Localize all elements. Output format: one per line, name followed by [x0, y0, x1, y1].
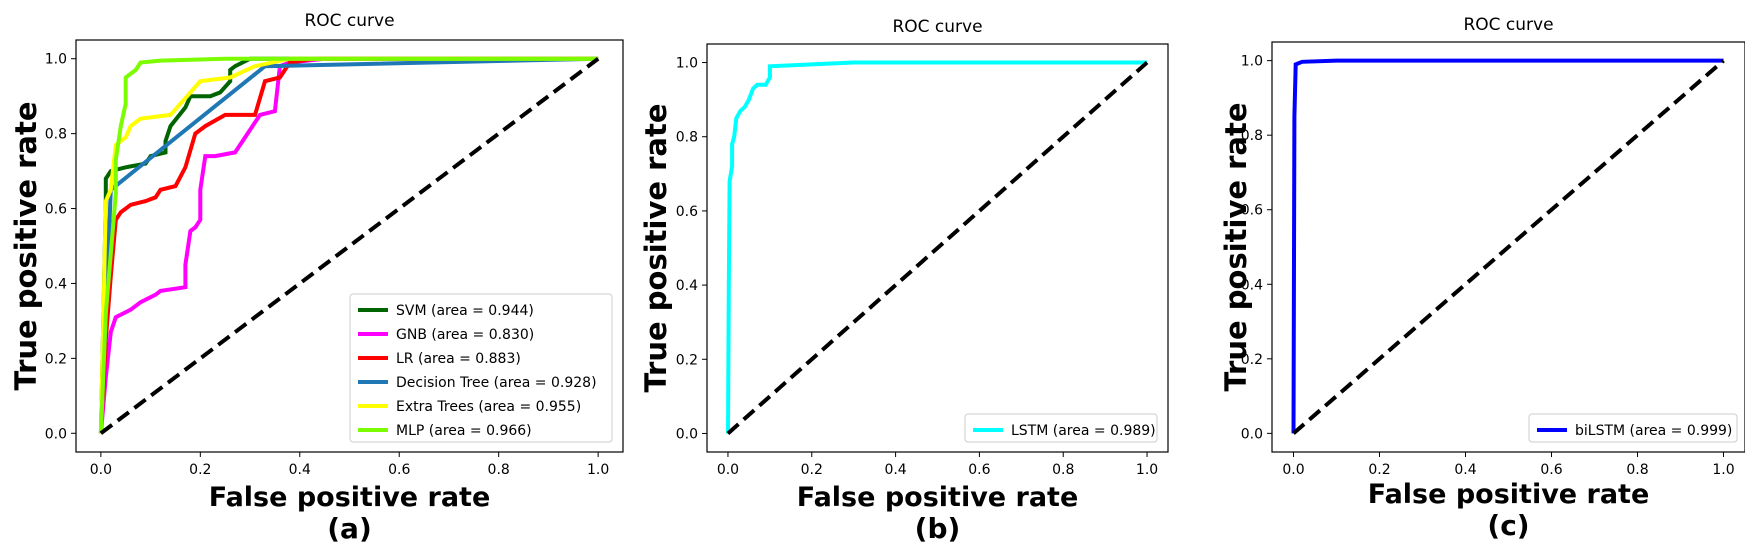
y-tick-label: 1.0: [1241, 54, 1263, 70]
x-tick-label: 1.0: [1136, 462, 1158, 478]
plot-lines: [1291, 58, 1725, 435]
legend-entry: Decision Tree (area = 0.928): [358, 375, 597, 391]
chart-title: ROC curve: [1463, 15, 1553, 35]
legend-box: [1528, 413, 1738, 443]
legend-entry: SVM (area = 0.944): [358, 303, 534, 319]
x-tick-label: 0.2: [801, 462, 823, 478]
legend-label: GNB (area = 0.830): [396, 327, 534, 343]
x-tick-label: 0.4: [289, 462, 311, 478]
legend-entry: biLSTM (area = 0.999): [1537, 423, 1732, 439]
y-axis-label: True positive rate: [1219, 102, 1253, 391]
x-tick-label: 0.6: [1540, 462, 1562, 478]
series-line-1: [98, 56, 599, 434]
panel-label: (a): [327, 512, 372, 543]
legend-box: [964, 413, 1158, 443]
roc-chart-1: ROC curve 0.0 0.2 0.4 0.6 0.8 1.0 0.0 0.2 0.4 0.6 0…: [9, 11, 624, 543]
legend: SVM (area = 0.944) GNB (area = 0.830) LR (…: [349, 293, 613, 443]
series-line-1: [1291, 58, 1724, 434]
panel-label: (b): [915, 512, 961, 543]
y-tick-label: 0.2: [45, 351, 67, 367]
x-tick-label: 0.0: [717, 462, 739, 478]
x-axis-label: False positive rate: [209, 482, 491, 513]
x-tick-label: 0.8: [488, 462, 510, 478]
legend-box: [349, 293, 613, 443]
x-axis-label: False positive rate: [797, 482, 1079, 513]
x-tick-label: 0.6: [968, 462, 990, 478]
legend-label: Decision Tree (area = 0.928): [396, 375, 597, 391]
plot-lines: [98, 56, 600, 435]
series-line-3: [98, 56, 599, 434]
y-tick-label: 1.0: [45, 52, 67, 68]
y-tick-label: 0.4: [676, 278, 698, 294]
x-tick-label: 0.8: [1626, 462, 1648, 478]
legend-label: Extra Trees (area = 0.955): [396, 399, 581, 415]
legend-label: biLSTM (area = 0.999): [1575, 423, 1732, 439]
x-tick-label: 1.0: [1712, 462, 1734, 478]
x-tick-label: 0.2: [189, 462, 211, 478]
legend-entry: GNB (area = 0.830): [358, 327, 534, 343]
legend-entry: LSTM (area = 0.989): [973, 423, 1156, 439]
series-line-2: [98, 56, 599, 434]
plot-lines: [726, 60, 1149, 435]
chance-diagonal-line: [726, 61, 1149, 435]
y-axis-label: True positive rate: [639, 103, 673, 392]
legend: biLSTM (area = 0.999): [1528, 413, 1738, 443]
legend-entry: Extra Trees (area = 0.955): [358, 399, 581, 415]
y-tick-label: 0.4: [1241, 277, 1263, 293]
y-tick-label: 0.0: [676, 426, 698, 442]
y-tick-label: 0.8: [45, 127, 67, 143]
y-tick-label: 0.0: [1241, 426, 1263, 442]
legend-label: LSTM (area = 0.989): [1011, 423, 1156, 439]
x-tick-label: 0.4: [884, 462, 906, 478]
chart-title: ROC curve: [892, 17, 982, 37]
x-tick-label: 0.0: [90, 462, 112, 478]
y-tick-label: 0.0: [45, 426, 67, 442]
legend: LSTM (area = 0.989): [964, 413, 1158, 443]
y-tick-label: 0.2: [1241, 352, 1263, 368]
x-tick-label: 0.2: [1368, 462, 1390, 478]
chance-diagonal-line: [1292, 59, 1725, 435]
legend-entry: LR (area = 0.883): [358, 351, 521, 367]
chart-title: ROC curve: [304, 11, 394, 31]
panel-label: (c): [1487, 509, 1529, 542]
y-tick-label: 0.8: [1241, 128, 1263, 144]
legend-entry: MLP (area = 0.966): [358, 423, 532, 439]
x-tick-label: 0.4: [1454, 462, 1476, 478]
y-axis-label: True positive rate: [9, 101, 43, 390]
roc-chart-2: ROC curve 0.0 0.2 0.4 0.6 0.8 1.0 0.0 0.2 0.4 0.6 0…: [639, 17, 1169, 543]
y-tick-label: 0.4: [45, 276, 67, 292]
legend-label: LR (area = 0.883): [396, 351, 521, 367]
series-line-5: [98, 56, 599, 434]
series-line-6: [98, 56, 599, 434]
x-tick-label: 0.0: [1282, 462, 1304, 478]
legend-label: MLP (area = 0.966): [396, 423, 532, 439]
y-tick-label: 0.8: [676, 130, 698, 146]
y-tick-label: 0.6: [45, 202, 67, 218]
y-tick-label: 1.0: [676, 56, 698, 72]
y-tick-label: 0.6: [676, 204, 698, 220]
y-tick-label: 0.6: [1241, 203, 1263, 219]
x-tick-label: 0.8: [1052, 462, 1074, 478]
legend-label: SVM (area = 0.944): [396, 303, 534, 319]
series-line-1: [726, 60, 1147, 434]
x-axis-label: False positive rate: [1368, 479, 1650, 510]
roc-chart-3: ROC curve 0.0 0.2 0.4 0.6 0.8 1.0 0.0 0.2 0.4 0.6 0…: [1219, 15, 1745, 542]
y-tick-label: 0.2: [676, 352, 698, 368]
x-tick-label: 1.0: [587, 462, 609, 478]
x-tick-label: 0.6: [388, 462, 410, 478]
